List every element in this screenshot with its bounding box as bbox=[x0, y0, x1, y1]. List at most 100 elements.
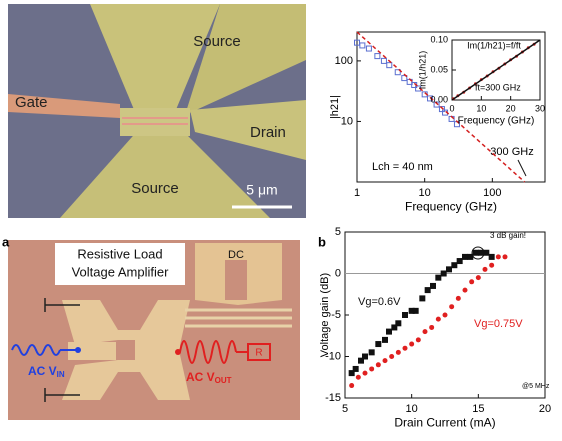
panel-label: b bbox=[318, 234, 326, 249]
legend-label: Vg=0.6V bbox=[358, 296, 401, 308]
point bbox=[456, 258, 463, 265]
y-tick-label: -15 bbox=[325, 392, 341, 404]
micrograph-top: Source Gate Drain Source 5 μm bbox=[8, 4, 306, 218]
label: Gate bbox=[15, 94, 48, 111]
label: Source bbox=[193, 33, 241, 50]
point bbox=[472, 249, 479, 256]
point bbox=[440, 270, 447, 277]
point bbox=[382, 336, 388, 343]
y-tick-label: -5 bbox=[331, 309, 341, 321]
y-axis-label: Im(1/h21) bbox=[417, 51, 427, 90]
x-tick-label: 100 bbox=[483, 187, 501, 199]
point bbox=[488, 253, 495, 260]
point bbox=[358, 357, 364, 364]
point bbox=[462, 253, 468, 260]
x-axis-label: Frequency (GHz) bbox=[405, 199, 497, 213]
label: Source bbox=[131, 180, 179, 197]
y-tick-label: 0.00 bbox=[430, 94, 448, 104]
x-tick-label: 10 bbox=[419, 187, 431, 199]
arrow bbox=[517, 159, 527, 177]
annotation: ft=300 GHz bbox=[475, 82, 521, 92]
point bbox=[394, 69, 401, 76]
point bbox=[433, 101, 440, 108]
point bbox=[435, 274, 442, 281]
x-axis-label: Drain Current (mA) bbox=[394, 415, 495, 429]
point bbox=[449, 304, 455, 310]
point bbox=[374, 53, 381, 60]
x-tick-label: 10 bbox=[476, 103, 486, 113]
plot-frame bbox=[356, 31, 546, 183]
y-tick-label: 0.10 bbox=[430, 34, 448, 44]
point bbox=[455, 295, 461, 301]
point bbox=[427, 95, 434, 102]
label: DC bbox=[228, 249, 244, 261]
label: AC V bbox=[28, 364, 57, 378]
point bbox=[355, 374, 361, 380]
chart-title: Im(1/h21)=f/ft bbox=[467, 40, 521, 50]
point bbox=[382, 358, 388, 364]
annotation: Lch = 40 nm bbox=[372, 161, 433, 173]
x-tick-label: 30 bbox=[535, 103, 545, 113]
point bbox=[362, 353, 368, 360]
point bbox=[375, 341, 382, 348]
point bbox=[386, 62, 393, 69]
point bbox=[469, 279, 475, 285]
y-tick-label: 10 bbox=[341, 115, 353, 127]
label: R bbox=[255, 348, 262, 359]
annotation: 300 GHz bbox=[490, 146, 533, 158]
point bbox=[395, 349, 401, 355]
point bbox=[365, 45, 372, 52]
annotation: 3 dB gain! bbox=[490, 231, 526, 240]
x-tick-label: 1 bbox=[354, 187, 360, 199]
point bbox=[438, 106, 445, 113]
point bbox=[409, 341, 415, 347]
x-tick-label: 10 bbox=[406, 403, 418, 415]
point bbox=[462, 287, 468, 293]
point bbox=[502, 254, 508, 260]
x-axis-label: Frequency (GHz) bbox=[458, 115, 535, 126]
label: AC V bbox=[186, 370, 215, 384]
label: AC VOUT bbox=[186, 370, 232, 385]
point bbox=[451, 262, 458, 269]
x-tick-label: 0 bbox=[449, 103, 454, 113]
point bbox=[402, 312, 408, 318]
point bbox=[412, 307, 419, 314]
point bbox=[422, 329, 428, 335]
point bbox=[489, 262, 495, 268]
point bbox=[352, 365, 359, 372]
fit-line bbox=[356, 31, 526, 183]
x-tick-label: 5 bbox=[342, 403, 348, 415]
y-axis-label: |h21| bbox=[329, 95, 341, 119]
point bbox=[395, 320, 402, 327]
scale-bar: 5 μm bbox=[246, 182, 277, 198]
legend-label: Vg=0.75V bbox=[474, 318, 523, 330]
label: OUT bbox=[215, 376, 232, 385]
point bbox=[495, 254, 501, 260]
point bbox=[415, 337, 421, 343]
label: Drain bbox=[250, 124, 286, 141]
point bbox=[482, 266, 488, 272]
y-tick-label: 0 bbox=[335, 267, 341, 279]
y-tick-label: 5 bbox=[335, 226, 341, 238]
y-tick-label: 0.05 bbox=[430, 64, 448, 74]
point bbox=[430, 282, 436, 289]
title: Voltage Amplifier bbox=[72, 264, 170, 279]
point bbox=[429, 324, 435, 330]
micrograph-bottom: Resistive Load Voltage Amplifier DC AC V… bbox=[8, 240, 300, 420]
point bbox=[349, 383, 355, 389]
point bbox=[389, 354, 395, 359]
point bbox=[419, 295, 426, 302]
point bbox=[401, 75, 408, 82]
x-tick-label: 20 bbox=[539, 403, 551, 415]
annotation: @5 MHz bbox=[522, 383, 550, 390]
y-tick-label: 100 bbox=[335, 55, 353, 67]
point bbox=[435, 316, 441, 322]
label: IN bbox=[57, 370, 65, 379]
point bbox=[368, 349, 375, 356]
fit-line bbox=[451, 39, 541, 101]
point bbox=[359, 42, 366, 49]
point bbox=[402, 345, 408, 351]
point bbox=[442, 312, 448, 318]
point bbox=[362, 370, 368, 376]
